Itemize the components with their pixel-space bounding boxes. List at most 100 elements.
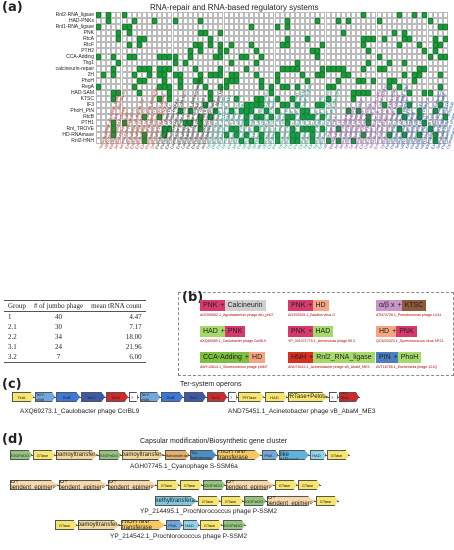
grid-cell: [386, 24, 392, 30]
grid-cell: [172, 72, 178, 78]
grid-cell: [121, 30, 127, 36]
grid-cell: [106, 72, 112, 78]
grid-cell: [320, 48, 326, 54]
grid-cell: [152, 108, 158, 114]
grid-cell: [264, 102, 270, 108]
grid-cell: [228, 36, 234, 42]
grid-cell: [172, 30, 178, 36]
grid-cell: [442, 30, 448, 36]
grid-cell: [152, 102, 158, 108]
grid-cell: [345, 60, 351, 66]
table-cell: 1: [8, 313, 12, 321]
grid-cell: [121, 66, 127, 72]
grid-cell: [223, 96, 229, 102]
grid-cell: [412, 12, 418, 18]
grid-cell: [101, 78, 107, 84]
grid-cell: [198, 114, 204, 120]
grid-cell: [320, 72, 326, 78]
grid-cell: [187, 54, 193, 60]
domain-block: PNK: [224, 325, 246, 337]
table-row: 1 40 4.47: [4, 312, 146, 323]
grid-cell: [228, 66, 234, 72]
grid-cell: [381, 102, 387, 108]
grid-cell: [131, 18, 137, 24]
grid-cell: [192, 66, 198, 72]
grid-cell: [167, 30, 173, 36]
grid-cell: [376, 18, 382, 24]
grid-cell: [162, 126, 168, 132]
grid-cell: [198, 84, 204, 90]
grid-cell: [269, 84, 275, 90]
grid-cell: [157, 36, 163, 42]
grid-cell: [238, 18, 244, 24]
grid-cell: [294, 24, 300, 30]
grid-cell: [126, 96, 132, 102]
grid-cell: [187, 90, 193, 96]
grid-cell: [325, 36, 331, 42]
grid-cell: [412, 42, 418, 48]
grid-cell: [407, 96, 413, 102]
grid-cell: [249, 108, 255, 114]
grid-cell: [279, 84, 285, 90]
grid-cell: [203, 48, 209, 54]
gene-arrow: NAD+ dependent_epimerase: [218, 479, 279, 491]
grid-cell: [345, 42, 351, 48]
grid-cell: [243, 30, 249, 36]
grid-cell: [147, 108, 153, 114]
grid-cell: [238, 114, 244, 120]
grid-cell: [274, 90, 280, 96]
grid-cell: [305, 78, 311, 84]
grid-cell: [330, 78, 336, 84]
grid-cell: [192, 96, 198, 102]
grid-cell: [96, 24, 102, 30]
grid-cell: [391, 78, 397, 84]
grid-cell: [131, 30, 137, 36]
table-cell: 40: [54, 313, 62, 321]
grid-cell: [325, 114, 331, 120]
grid-cell: [356, 30, 362, 36]
grid-cell: [233, 102, 239, 108]
grid-cell: [259, 126, 265, 132]
grid-cell: [361, 72, 367, 78]
grid-cell: [396, 54, 402, 60]
grid-cell: [233, 30, 239, 36]
grid-cell: [249, 54, 255, 60]
grid-cell: [213, 102, 219, 108]
grid-cell: [218, 42, 224, 48]
grid-cell: [208, 72, 214, 78]
grid-cell: [289, 24, 295, 30]
grid-cell: [111, 54, 117, 60]
grid-cell: [147, 54, 153, 60]
grid-cell: [233, 12, 239, 18]
grid-cell: [356, 90, 362, 96]
grid-cell: [330, 30, 336, 36]
grid-cell: [228, 90, 234, 96]
panel-a-label: (a): [2, 0, 23, 15]
grid-cell: [249, 24, 255, 30]
grid-row-label: calcineurin-repair: [55, 66, 94, 72]
grid-cell: [356, 78, 362, 84]
grid-cell: [422, 120, 428, 126]
grid-cell: [223, 30, 229, 36]
grid-cell: [101, 90, 107, 96]
grid-cell: [330, 90, 336, 96]
grid-cell: [356, 66, 362, 72]
grid-cell: [167, 42, 173, 48]
grid-cell: [356, 96, 362, 102]
grid-cell: [218, 60, 224, 66]
grid-cell: [396, 108, 402, 114]
grid-cell: [254, 114, 260, 120]
grid-cell: [345, 66, 351, 72]
grid-cell: [264, 12, 270, 18]
grid-cell: [238, 84, 244, 90]
grid-cell: [111, 108, 117, 114]
grid-cell: [121, 90, 127, 96]
grid-cell: [386, 96, 392, 102]
grid-cell: [182, 90, 188, 96]
grid-cell: [371, 84, 377, 90]
domain-block: α/β x: [376, 299, 398, 311]
grid-cell: [208, 66, 214, 72]
grid-cell: [366, 126, 372, 132]
grid-cell: [116, 60, 122, 66]
grid-cell: [376, 102, 382, 108]
